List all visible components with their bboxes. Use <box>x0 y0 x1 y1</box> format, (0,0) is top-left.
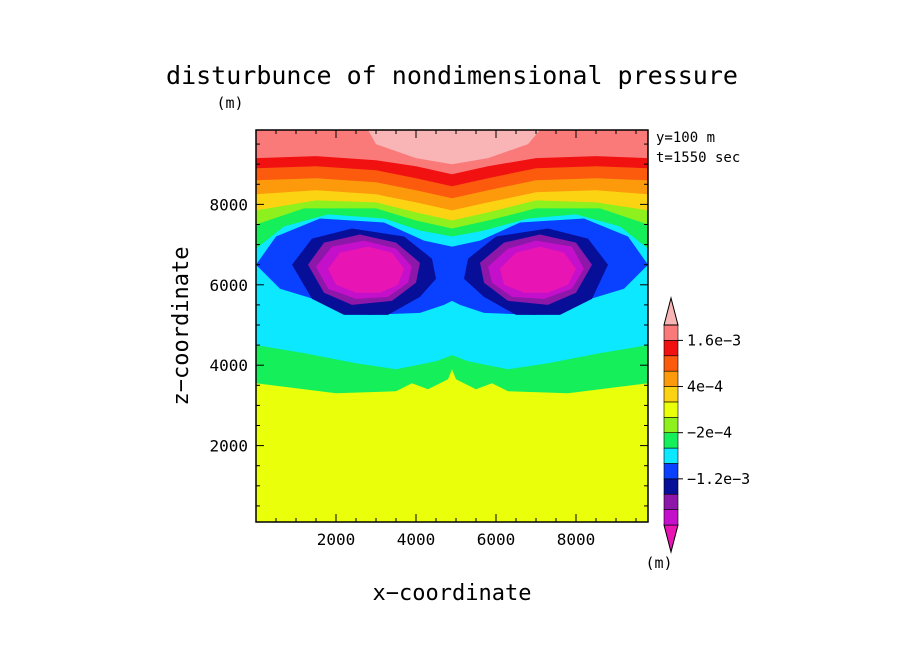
info-t: t=1550 sec <box>656 150 740 166</box>
colorbar-swatch <box>663 370 679 387</box>
plot-frame <box>255 129 649 523</box>
band-yellow-base <box>256 369 648 522</box>
colorbar-swatch <box>663 401 679 418</box>
x-tick-label: 8000 <box>557 530 596 549</box>
colorbar-swatch <box>663 355 679 372</box>
y-tick-label: 4000 <box>209 356 248 375</box>
colorbar-units-label: (m) <box>645 554 672 572</box>
x-axis-label: x−coordinate <box>373 581 532 606</box>
colorbar-label: −1.2e−3 <box>687 470 750 488</box>
info-y: y=100 m <box>656 130 715 146</box>
y-axis: 2000 4000 6000 8000 <box>209 143 648 507</box>
colorbar-max-arrow <box>663 296 679 326</box>
colorbar-label: −2e−4 <box>687 424 732 442</box>
x-tick-label: 4000 <box>397 530 436 549</box>
x-axis: 2000 4000 6000 8000 <box>275 130 637 549</box>
y-axis-label: z−coordinate <box>169 247 194 406</box>
colorbar: 1.6e−3 4e−4 −2e−4 −1.2e−3 <box>663 296 750 554</box>
colorbar-swatch <box>663 340 679 357</box>
colorbar-swatch <box>663 417 679 433</box>
y-tick-label: 8000 <box>209 195 248 214</box>
region-pink-core-right <box>500 246 576 293</box>
colorbar-swatch <box>663 463 679 480</box>
colorbar-swatch <box>663 432 679 449</box>
y-tick-label: 2000 <box>209 437 248 456</box>
y-tick-label: 6000 <box>209 276 248 295</box>
x-tick-label: 2000 <box>317 530 356 549</box>
contour-field <box>256 130 648 522</box>
region-light-pink-cap <box>368 130 540 165</box>
colorbar-swatch <box>663 509 679 526</box>
colorbar-swatch <box>663 478 679 495</box>
colorbar-swatch <box>663 447 679 464</box>
chart-title: disturbunce of nondimensional pressure <box>166 61 738 90</box>
colorbar-label: 4e−4 <box>687 378 723 396</box>
colorbar-swatch <box>663 324 679 341</box>
region-pink-core-left <box>328 246 404 293</box>
colorbar-swatch <box>663 493 679 510</box>
colorbar-min-arrow <box>663 524 679 554</box>
x-tick-label: 6000 <box>477 530 516 549</box>
colorbar-label: 1.6e−3 <box>687 331 741 349</box>
colorbar-swatch <box>663 386 679 403</box>
plot-units-label: (m) <box>216 94 243 112</box>
